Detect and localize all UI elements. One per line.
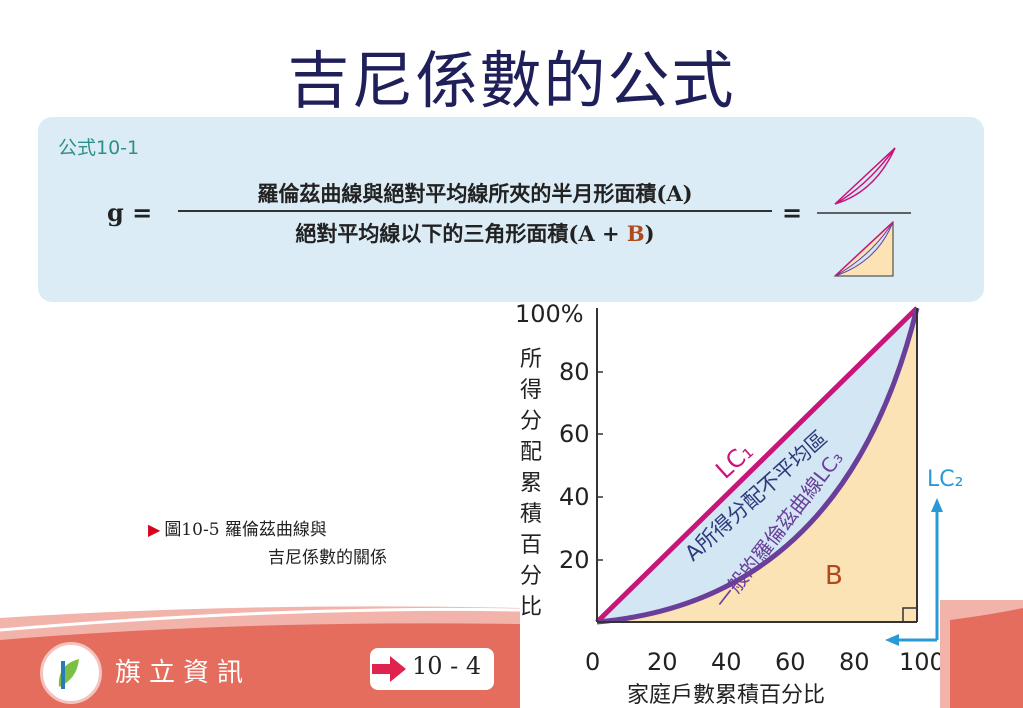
fraction-line [178, 210, 772, 212]
formula-box [38, 117, 984, 302]
y-axis-label-7: 分 [520, 564, 542, 589]
y-axis-label-5: 積 [520, 502, 542, 527]
lc2-label: LC₂ [927, 467, 963, 492]
region-b [597, 308, 917, 622]
lc2-up-arrowhead [931, 498, 943, 512]
x-tick-80: 80 [839, 648, 870, 676]
denominator-end: ) [644, 221, 655, 246]
region-b-label: B [825, 561, 843, 591]
y-tick-40: 40 [559, 483, 590, 511]
page-number: 10 - 4 [412, 652, 482, 680]
formula-lhs: g = [107, 198, 153, 227]
y-tick-80: 80 [559, 358, 590, 386]
caption-line-2: 吉尼係數的關係 [268, 548, 387, 568]
lc1-line [595, 306, 919, 624]
x-tick-60: 60 [775, 648, 806, 676]
denominator-b: B [626, 221, 645, 246]
y-axis-label-2: 分 [520, 409, 542, 434]
leaf-icon [58, 659, 79, 689]
formula-equals: = [782, 198, 803, 227]
y-axis-label-8: 比 [520, 595, 542, 620]
logo [40, 642, 102, 704]
x-tick-0: 0 [585, 648, 600, 676]
arrow-right-icon [372, 656, 406, 682]
area-ratio-icon [817, 147, 911, 277]
formula-denominator: 絕對平均線以下的三角形面積(A + B) [180, 218, 770, 248]
formula-label: 公式10-1 [58, 137, 140, 159]
y-axis-label-1: 得 [520, 378, 542, 403]
page-title: 吉尼係數的公式 [287, 44, 736, 117]
lorenz-chart: 100% 80 60 40 20 所 得 分 配 累 積 百 分 比 0 20 … [515, 300, 968, 708]
y-axis-label-3: 配 [520, 440, 542, 465]
y-axis-label-6: 百 [520, 533, 542, 558]
lc2-left-arrowhead [885, 634, 899, 646]
formula-numerator: 羅倫茲曲線與絕對平均線所夾的半月形面積(A) [257, 181, 693, 206]
brand-name: 旗立資訊 [115, 658, 252, 688]
x-tick-20: 20 [647, 648, 678, 676]
x-axis-label: 家庭戶數累積百分比 [627, 683, 825, 708]
x-tick-40: 40 [711, 648, 742, 676]
denominator-main: 絕對平均線以下的三角形面積(A + [295, 221, 627, 246]
caption-arrow-icon: ▶ [148, 520, 161, 539]
figure-caption: ▶ 圖10-5 羅倫茲曲線與 吉尼係數的關係 [148, 516, 387, 572]
y-tick-60: 60 [559, 420, 590, 448]
y-tick-20: 20 [559, 546, 590, 574]
lc3-curve [596, 307, 920, 625]
y-tick-100: 100% [515, 300, 584, 328]
caption-line-1: 圖10-5 羅倫茲曲線與 [164, 520, 327, 540]
right-angle-mark [902, 607, 917, 622]
y-axis-label-4: 累 [520, 471, 542, 496]
y-axis-label-0: 所 [520, 347, 542, 372]
